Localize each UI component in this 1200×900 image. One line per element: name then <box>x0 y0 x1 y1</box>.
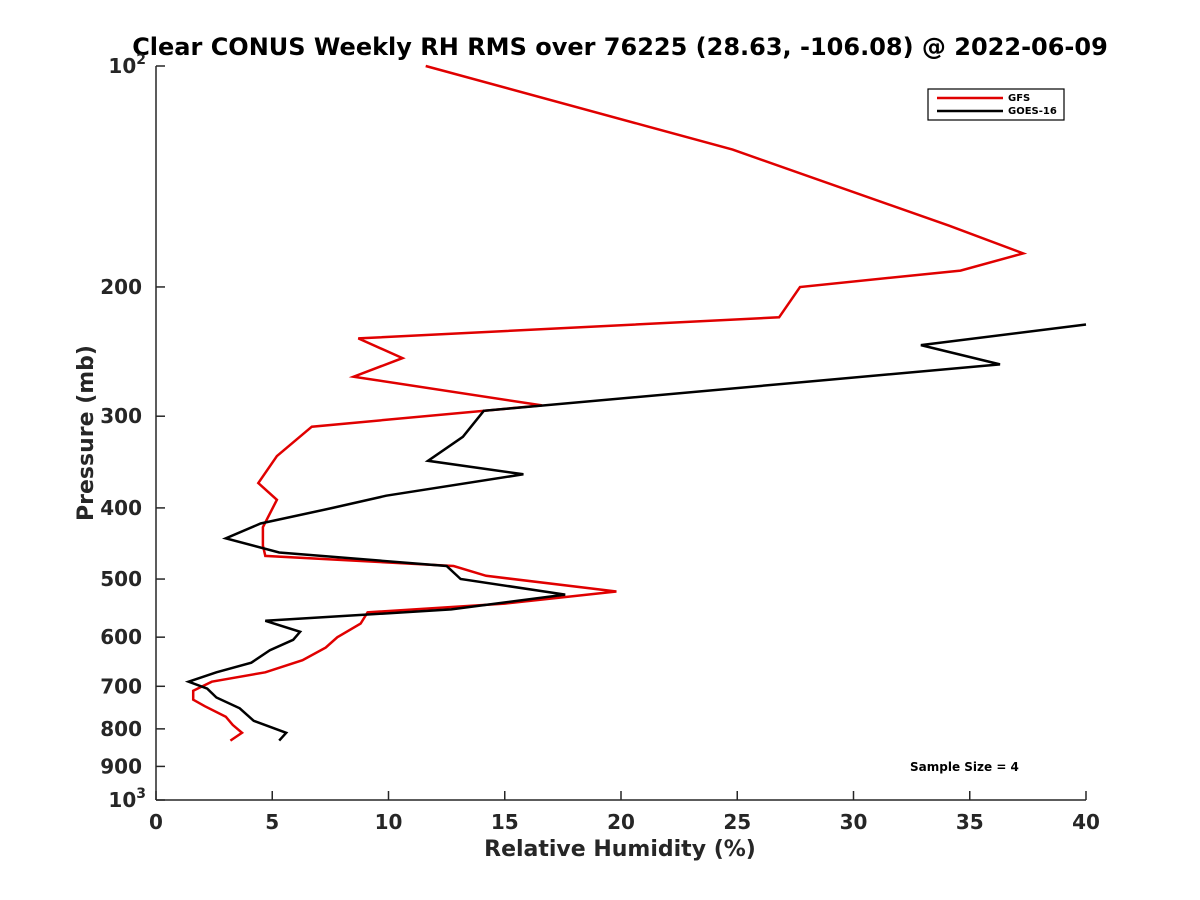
y-tick-label: 400 <box>100 496 142 520</box>
axes-ticks: 0 5 10 15 20 25 30 35 40 102 200 300 400 500 600 700 800… <box>100 52 1100 834</box>
y-tick-label: 700 <box>100 674 142 698</box>
y-tick-label: 200 <box>100 275 142 299</box>
legend-label-goes16: GOES-16 <box>1008 106 1057 117</box>
sample-size-annotation: Sample Size = 4 <box>910 760 1019 774</box>
x-tick-label: 25 <box>723 810 751 834</box>
y-axis-label: Pressure (mb) <box>74 345 99 521</box>
x-tick-label: 10 <box>375 810 403 834</box>
legend-box <box>927 88 1065 121</box>
y-tick-label: 600 <box>100 625 142 649</box>
series-line-goes16 <box>184 323 1087 742</box>
plot-series <box>184 64 1087 742</box>
x-axis-label: Relative Humidity (%) <box>484 837 756 862</box>
x-tick-label: 35 <box>956 810 984 834</box>
y-tick-label: 102 <box>108 52 146 78</box>
y-tick-label: 300 <box>100 404 142 428</box>
y-tick-label: 103 <box>108 786 146 812</box>
x-tick-label: 40 <box>1072 810 1100 834</box>
x-tick-label: 0 <box>149 810 163 834</box>
y-tick-label: 900 <box>100 754 142 778</box>
x-tick-label: 5 <box>265 810 279 834</box>
y-tick-label: 500 <box>100 567 142 591</box>
x-tick-label: 15 <box>491 810 519 834</box>
x-tick-label: 30 <box>840 810 868 834</box>
series-line-gfs <box>191 64 1028 742</box>
legend: GFS GOES-16 <box>927 88 1065 121</box>
y-tick-label: 800 <box>100 717 142 741</box>
legend-label-gfs: GFS <box>1008 93 1030 104</box>
chart-title: Clear CONUS Weekly RH RMS over 76225 (28… <box>132 33 1108 61</box>
x-tick-label: 20 <box>607 810 635 834</box>
